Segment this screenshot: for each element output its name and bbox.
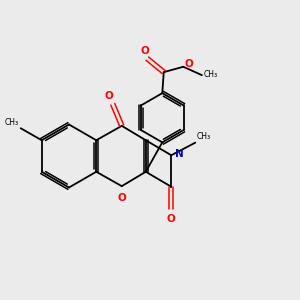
Text: CH₃: CH₃ [5,118,19,127]
Text: O: O [167,214,176,224]
Text: N: N [175,149,184,159]
Text: CH₃: CH₃ [204,70,218,79]
Text: O: O [105,91,114,101]
Text: O: O [117,193,126,203]
Text: CH₃: CH₃ [197,133,211,142]
Text: O: O [140,46,149,56]
Text: O: O [185,59,194,69]
